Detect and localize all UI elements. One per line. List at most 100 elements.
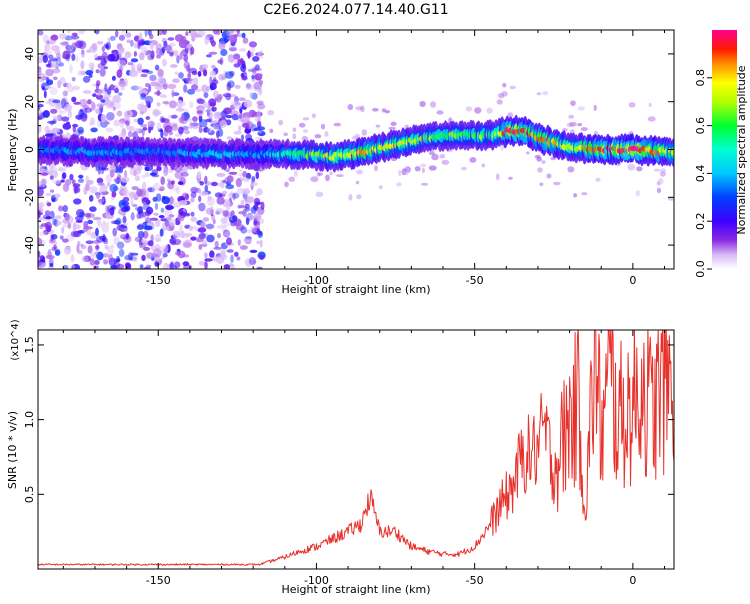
heatmap-noise-cell (189, 30, 198, 38)
heatmap-noise-cell (192, 116, 198, 122)
colorbar-tick-label: 0.2 (694, 212, 707, 230)
heatmap-noise-cell (77, 178, 85, 183)
heatmap-noise-cell (212, 90, 219, 99)
heatmap-noise-cell (178, 72, 184, 79)
heatmap-noise-cell (375, 124, 381, 128)
heatmap-noise-cell (118, 248, 125, 257)
heatmap-noise-cell (174, 220, 181, 226)
heatmap-noise-cell (172, 230, 181, 239)
heatmap-noise-cell (59, 33, 67, 40)
heatmap-noise-cell (94, 251, 99, 255)
heatmap-noise-cell (244, 257, 253, 267)
heatmap-noise-cell (196, 110, 203, 115)
heatmap-noise-cell (257, 230, 263, 239)
heatmap-noise-cell (149, 42, 154, 50)
heatmap-noise-cell (259, 50, 264, 59)
heatmap-noise-cell (140, 101, 144, 109)
heatmap-noise-cell (137, 206, 143, 215)
heatmap-noise-cell (104, 83, 108, 92)
heatmap-noise-cell (162, 58, 167, 67)
heatmap-noise-cell (214, 192, 223, 198)
heatmap-noise-cell (204, 258, 213, 262)
heatmap-noise-cell (164, 263, 169, 269)
heatmap-noise-cell (183, 234, 190, 239)
heatmap-noise-cell (196, 187, 201, 194)
heatmap-noise-cell (181, 113, 185, 122)
heatmap-noise-cell (139, 92, 147, 100)
heatmap-noise-cell (333, 122, 342, 127)
heatmap-noise-cell (180, 172, 189, 177)
heatmap-noise-cell (164, 220, 170, 227)
heatmap-noise-cell (185, 78, 194, 82)
spectrogram-x-axis-label: Height of straight line (km) (281, 283, 430, 296)
heatmap-noise-cell (100, 114, 107, 123)
heatmap-noise-cell (234, 84, 241, 89)
heatmap-noise-cell (234, 251, 239, 257)
heatmap-noise-cell (204, 261, 208, 269)
heatmap-noise-cell (182, 261, 190, 267)
heatmap-noise-cell (40, 172, 49, 176)
heatmap-noise-cell (117, 46, 125, 55)
heatmap-noise-cell (65, 53, 71, 62)
heatmap-noise-cell (242, 37, 249, 44)
heatmap-noise-cell (104, 121, 110, 125)
heatmap-noise-cell (102, 220, 106, 226)
heatmap-noise-cell (245, 217, 250, 225)
heatmap-noise-cell (53, 219, 59, 227)
heatmap-noise-cell (212, 123, 220, 130)
heatmap-noise-cell (162, 101, 170, 105)
heatmap-noise-cell (176, 99, 183, 109)
heatmap-noise-cell (201, 239, 208, 248)
heatmap-noise-cell (96, 177, 104, 184)
heatmap-noise-cell (44, 43, 51, 51)
heatmap-noise-cell (75, 224, 81, 230)
heatmap-noise-cell (42, 55, 48, 63)
heatmap-noise-cell (628, 102, 636, 108)
heatmap-noise-cell (244, 206, 250, 212)
heatmap-noise-cell (80, 60, 85, 70)
heatmap-noise-cell (147, 240, 154, 247)
heatmap-noise-cell (183, 84, 188, 93)
heatmap-noise-cell (256, 240, 261, 245)
heatmap-noise-cell (86, 179, 94, 185)
heatmap-noise-cell (145, 189, 150, 196)
heatmap-noise-cell (205, 223, 215, 229)
heatmap-noise-cell (71, 264, 76, 269)
heatmap-noise-cell (53, 76, 58, 81)
heatmap-noise-cell (174, 261, 181, 269)
heatmap-noise-cell (154, 85, 164, 90)
heatmap-noise-cell (60, 98, 67, 107)
heatmap-noise-cell (58, 205, 64, 212)
heatmap-noise-cell (185, 193, 190, 201)
heatmap-noise-cell (211, 79, 219, 85)
heatmap-noise-cell (174, 71, 179, 75)
heatmap-noise-cell (398, 169, 402, 176)
heatmap-noise-cell (58, 110, 66, 115)
heatmap-noise-cell (481, 163, 486, 168)
heatmap-noise-cell (112, 95, 121, 103)
heatmap-noise-cell (218, 128, 224, 137)
heatmap-noise-cell (204, 252, 208, 259)
heatmap-noise-cell (229, 47, 237, 52)
snr-x-tick-label: -100 (304, 574, 329, 587)
heatmap-noise-cell (95, 108, 102, 114)
heatmap-noise-cell (219, 57, 224, 66)
heatmap-noise-cell (190, 186, 199, 193)
heatmap-noise-cell (110, 35, 116, 41)
heatmap-noise-cell (75, 219, 83, 223)
heatmap-noise-cell (152, 184, 156, 194)
heatmap-noise-cell (96, 251, 104, 261)
heatmap-noise-cell (38, 262, 47, 268)
heatmap-noise-cell (50, 108, 58, 114)
heatmap-noise-cell (256, 266, 263, 269)
heatmap-noise-cell (190, 191, 197, 199)
heatmap-noise-cell (213, 246, 223, 250)
heatmap-noise-cell (135, 85, 143, 90)
heatmap-noise-cell (127, 118, 131, 127)
snr-y-axis-label: SNR (10 * v/v) (6, 411, 19, 489)
heatmap-noise-cell (142, 127, 148, 131)
heatmap-noise-cell (45, 100, 53, 105)
heatmap-noise-cell (145, 116, 150, 120)
heatmap-noise-cell (648, 102, 652, 108)
heatmap-noise-cell (139, 264, 144, 269)
